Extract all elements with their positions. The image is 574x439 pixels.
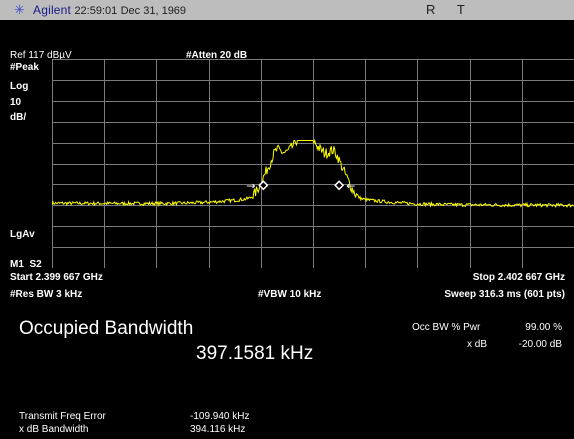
brand-timestamp: Agilent 22:59:01 Dec 31, 1969: [33, 3, 186, 18]
xdb-value: -20.00 dB: [518, 339, 562, 350]
xdb-bandwidth-value: 394.116 kHz: [190, 424, 246, 435]
average-type: LgAv: [10, 229, 35, 240]
scale-type: Log: [10, 81, 29, 92]
occupied-bandwidth-value: 397.1581 kHz: [196, 343, 314, 364]
measurement-name: Occupied Bandwidth: [19, 318, 194, 339]
obw-marker-right: ←: [334, 179, 355, 192]
attenuation: #Atten 20 dB: [186, 50, 248, 61]
timestamp-date: Dec 31, 1969: [120, 5, 187, 17]
title-bar: ✳ Agilent 22:59:01 Dec 31, 1969 R T: [0, 0, 574, 20]
spectrum-graticule: → ←: [52, 59, 574, 268]
ref-level: Ref 117 dBµV: [10, 50, 72, 61]
transmit-freq-error-value: -109.940 kHz: [190, 411, 250, 422]
remote-indicator: R: [426, 2, 436, 17]
resolution-bandwidth: #Res BW 3 kHz: [10, 289, 83, 300]
video-bandwidth: #VBW 10 kHz: [258, 289, 322, 300]
status-indicators: R T: [426, 2, 465, 17]
trigger-indicator: T: [456, 2, 465, 17]
stop-frequency: Stop 2.402 667 GHz: [472, 272, 565, 283]
scale-unit: dB/: [10, 112, 27, 123]
xdb-label: x dB: [467, 339, 488, 350]
starburst-icon: ✳: [14, 2, 25, 17]
detector-mode: #Peak: [10, 62, 39, 73]
occ-bw-percent-value: 99.00 %: [525, 322, 562, 333]
xdb-bandwidth-label: x dB Bandwidth: [19, 424, 89, 435]
svg-text:→: →: [246, 179, 255, 192]
start-frequency: Start 2.399 667 GHz: [10, 272, 103, 283]
obw-markers: → ←: [246, 179, 355, 192]
sweep-time: Sweep 316.3 ms (601 pts): [444, 289, 565, 300]
svg-text:←: ←: [346, 179, 355, 192]
timestamp-time: 22:59:01: [74, 5, 118, 17]
transmit-freq-error-label: Transmit Freq Error: [19, 411, 106, 422]
grid-lines: [52, 59, 574, 268]
scale-value: 10: [10, 97, 22, 108]
obw-marker-left: →: [246, 179, 269, 192]
spectrum-trace: [52, 138, 574, 209]
occ-bw-percent-label: Occ BW % Pwr: [412, 322, 481, 333]
marker-labels: M1 S2: [10, 259, 42, 270]
brand-name: Agilent: [33, 3, 72, 17]
